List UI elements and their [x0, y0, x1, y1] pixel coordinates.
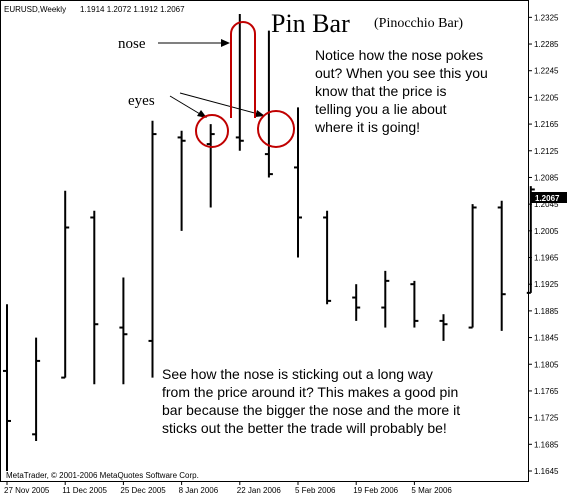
y-tick-label: 1.1765 — [534, 387, 559, 396]
x-tick-label: 22 Jan 2006 — [237, 486, 282, 495]
x-tick-label: 27 Nov 2005 — [4, 486, 50, 495]
chart-title: Pin Bar — [271, 9, 350, 38]
x-axis: 27 Nov 2005 11 Dec 2005 25 Dec 2005 8 Jan 2… — [4, 481, 452, 495]
ohlc-bar — [148, 120, 157, 378]
price-bars — [3, 14, 535, 471]
see-line: sticks out the better the trade will pro… — [162, 420, 447, 436]
ohlc-bar — [294, 107, 302, 258]
y-tick-label: 1.1845 — [534, 334, 559, 343]
x-tick-label: 5 Mar 2006 — [411, 486, 452, 495]
ohlc-bar — [468, 204, 477, 329]
ohlc-bar — [410, 280, 419, 328]
ohlc-bar — [90, 210, 99, 385]
see-paragraph: See how the nose is sticking out a long … — [162, 366, 460, 436]
ohlc-bar — [352, 284, 361, 321]
y-tick-label: 1.1725 — [534, 414, 559, 423]
ohlc-bar — [526, 186, 535, 294]
x-tick-label: 11 Dec 2005 — [62, 486, 107, 495]
ohlc-bar — [264, 30, 273, 178]
ohlc-bar — [61, 190, 70, 379]
y-tick-label: 1.2085 — [534, 173, 559, 182]
ohlc-bar — [119, 277, 128, 385]
nose-outline — [230, 21, 256, 118]
notice-line: telling you a lie about — [315, 101, 447, 117]
y-tick-label: 1.2005 — [534, 227, 559, 236]
ohlc-bar — [381, 270, 390, 328]
y-axis: 1.2325 1.2285 1.2245 1.2205 1.2165 1.2125 1.20… — [528, 13, 559, 476]
ohlc-values: 1.1914 1.2072 1.1912 1.2067 — [80, 5, 185, 14]
right-eye-circle — [257, 110, 295, 148]
ohlc-bar — [235, 14, 244, 151]
copyright-text: MetaTrader, © 2001-2006 MetaQuotes Softw… — [6, 471, 199, 480]
x-tick-label: 25 Dec 2005 — [120, 486, 166, 495]
ohlc-bar — [206, 124, 215, 208]
y-tick-label: 1.1685 — [534, 440, 559, 449]
notice-line: where it is going! — [314, 119, 420, 135]
ohlc-bar — [323, 210, 332, 305]
x-tick-label: 19 Feb 2006 — [353, 486, 398, 495]
y-tick-label: 1.2285 — [534, 40, 559, 49]
y-tick-label: 1.2205 — [534, 93, 559, 102]
y-tick-label: 1.2245 — [534, 67, 559, 76]
symbol-label: EURUSD,Weekly — [4, 5, 66, 14]
left-eye-circle — [195, 114, 229, 148]
ohlc-bar — [32, 337, 41, 441]
nose-arrowhead-icon — [221, 39, 230, 47]
eyes-label: eyes — [128, 93, 155, 109]
y-tick-label: 1.2325 — [534, 13, 559, 22]
ohlc-bar — [3, 304, 11, 471]
ohlc-bar — [497, 200, 506, 331]
chart-subtitle: (Pinocchio Bar) — [374, 16, 463, 31]
current-price-label: 1.2067 — [535, 194, 560, 203]
plot-frame — [0, 0, 529, 482]
eyes-arrow-right — [179, 92, 263, 116]
notice-line: Notice how the nose pokes — [315, 47, 483, 63]
y-tick-label: 1.1925 — [534, 280, 559, 289]
y-tick-label: 1.2045 — [534, 200, 559, 209]
ohlc-bar — [177, 130, 186, 231]
see-line: bar because the bigger the nose and the … — [162, 402, 460, 418]
y-tick-label: 1.2165 — [534, 120, 559, 129]
y-tick-label: 1.1645 — [534, 467, 559, 476]
ohlc-bar — [439, 314, 448, 341]
y-tick-label: 1.2125 — [534, 147, 559, 156]
see-line: from the price around it? This makes a g… — [162, 384, 458, 400]
notice-paragraph: Notice how the nose pokes out? When you … — [314, 47, 488, 135]
y-tick-label: 1.1885 — [534, 307, 559, 316]
notice-line: know that the price is — [315, 83, 447, 99]
nose-label: nose — [118, 36, 146, 52]
x-tick-label: 5 Feb 2006 — [295, 486, 336, 495]
current-price-badge — [531, 192, 567, 203]
eyes-arrowhead-right-icon — [255, 110, 265, 117]
y-tick-label: 1.1805 — [534, 360, 559, 369]
see-line: See how the nose is sticking out a long … — [162, 366, 433, 382]
x-tick-label: 8 Jan 2006 — [179, 486, 219, 495]
notice-line: out? When you see this you — [315, 65, 488, 81]
y-tick-label: 1.1965 — [534, 254, 559, 263]
